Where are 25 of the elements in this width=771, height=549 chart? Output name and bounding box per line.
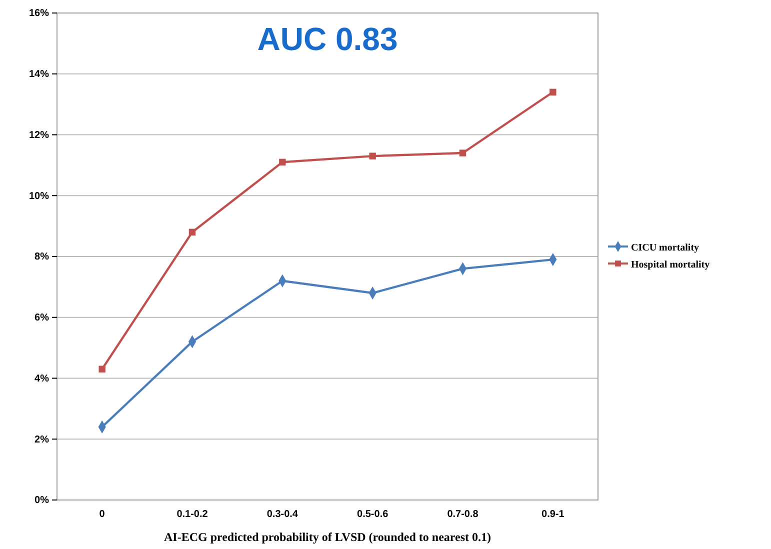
y-tick-label: 14% bbox=[28, 69, 50, 80]
y-tick-label: 16% bbox=[28, 8, 50, 20]
y-tick-label: 8% bbox=[34, 252, 50, 263]
x-tick-label: 0.7-0.8 bbox=[447, 509, 479, 520]
x-tick-label: 0.3-0.4 bbox=[266, 509, 298, 520]
x-tick-label: 0.1-0.2 bbox=[176, 509, 208, 520]
point bbox=[279, 158, 286, 166]
legend-label: CICU mortality bbox=[631, 242, 700, 254]
x-tick-label: 0 bbox=[99, 509, 106, 520]
point bbox=[369, 152, 376, 160]
y-tick-label: 2% bbox=[34, 434, 50, 446]
point bbox=[459, 150, 466, 156]
x-axis-title: AI-ECG predicted probability of LVSD (rounded to nearest 0.1) bbox=[164, 530, 492, 544]
y-tick-label: 10% bbox=[28, 190, 50, 202]
y-tick-label: 0% bbox=[34, 495, 50, 506]
x-tick-label: 0.9-1 bbox=[542, 509, 565, 520]
chart-title: AUC 0.83 bbox=[257, 21, 398, 57]
x-tick-label: 0.5-0.6 bbox=[357, 509, 389, 520]
y-tick-label: 4% bbox=[34, 373, 50, 384]
point bbox=[188, 228, 196, 236]
y-tick-label: 12% bbox=[28, 130, 50, 141]
point bbox=[98, 366, 106, 372]
y-tick-label: 6% bbox=[34, 312, 50, 324]
point bbox=[550, 88, 556, 96]
legend-label: Hospital mortality bbox=[631, 260, 710, 270]
